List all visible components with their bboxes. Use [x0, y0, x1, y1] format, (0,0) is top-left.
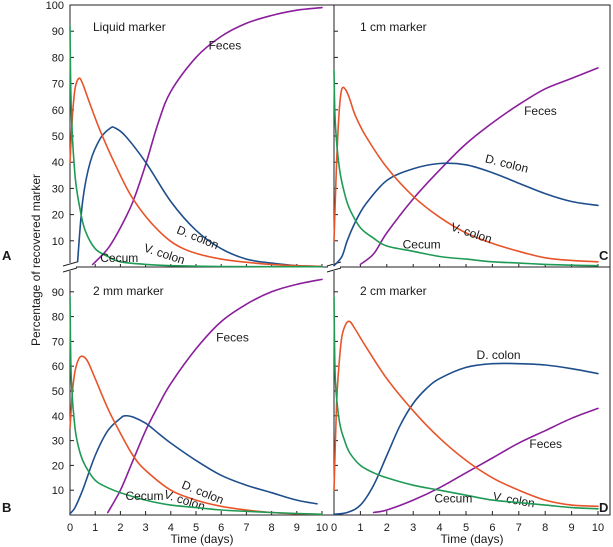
x-tick-label-d-7: 7 [516, 522, 522, 534]
y-tick-label-b-40: 40 [52, 411, 64, 423]
y-tick-label-b-30: 30 [52, 436, 64, 448]
series-line-c-cecum [333, 69, 599, 267]
y-tick-label-a-60: 60 [52, 105, 64, 117]
panel-title-2mm-marker: 2 mm marker [93, 284, 164, 298]
x-tick-label-d-9: 9 [569, 522, 575, 534]
x-tick-label-d-8: 8 [542, 522, 548, 534]
x-tick-label-d-6: 6 [489, 522, 495, 534]
series-label-d-cecum: Cecum [434, 492, 472, 506]
series-label-c-cecum: Cecum [403, 238, 441, 252]
y-tick-label-a-40: 40 [52, 157, 64, 169]
series-label-a-v-colon: V. colon [142, 241, 187, 267]
axis-break-left [62, 261, 78, 273]
series-line-c-v-colon [333, 86, 599, 263]
y-tick-label-b-60: 60 [52, 361, 64, 373]
series-label-a-feces: Feces [209, 39, 242, 53]
panel-letter-b: B [2, 500, 11, 515]
x-tick-label-d-10: 10 [592, 522, 604, 534]
series-line-b-feces [107, 278, 323, 514]
series-line-b-d-colon [69, 414, 318, 515]
axis-break-middle [326, 261, 342, 273]
x-tick-label-d-5: 5 [463, 522, 469, 534]
series-label-b-cecum: Cecum [125, 489, 163, 503]
y-tick-label-b-10: 10 [52, 485, 64, 497]
x-tick-label-d-0: 0 [331, 522, 337, 534]
series-line-b-v-colon [69, 355, 323, 516]
series-label-a-cecum: Cecum [100, 251, 138, 265]
y-tick-label-a-70: 70 [52, 79, 64, 91]
series-line-d-cecum [333, 296, 599, 510]
series-line-a-v-colon [69, 77, 323, 268]
panel-letter-d: D [599, 500, 608, 515]
panel-title-1cm-marker: 1 cm marker [360, 20, 427, 34]
x-tick-label-b-6: 6 [218, 522, 224, 534]
panel-letter-a: A [2, 248, 12, 263]
x-tick-label-b-2: 2 [117, 522, 123, 534]
y-tick-label-b-70: 70 [52, 336, 64, 348]
series-line-c-d-colon [333, 162, 599, 267]
x-tick-label-b-0: 0 [67, 522, 73, 534]
series-label-d-d-colon: D. colon [477, 348, 521, 362]
series-label-d-v-colon: V. colon [492, 489, 536, 510]
x-tick-label-d-3: 3 [410, 522, 416, 534]
series-line-c-feces [359, 67, 599, 266]
y-tick-label-a-80: 80 [52, 52, 64, 64]
series-line-d-d-colon [333, 362, 599, 516]
x-tick-label-b-10: 10 [316, 522, 328, 534]
outer-frame [69, 4, 611, 516]
x-tick-label-d-4: 4 [437, 522, 443, 534]
series-line-d-v-colon [333, 320, 599, 508]
y-tick-label-a-90: 90 [52, 26, 64, 38]
x-axis-title-left: Time (days) [171, 532, 234, 546]
panel-letter-c: C [599, 248, 609, 263]
panel-title-liquid-marker: Liquid marker [93, 20, 166, 34]
x-tick-label-d-2: 2 [384, 522, 390, 534]
y-tick-label-b-80: 80 [52, 312, 64, 324]
x-tick-label-b-7: 7 [243, 522, 249, 534]
y-tick-label-a-100: 100 [46, 0, 64, 12]
x-tick-label-b-5: 5 [193, 522, 199, 534]
series-line-b-cecum [69, 296, 323, 516]
x-tick-label-d-1: 1 [357, 522, 363, 534]
y-tick-label-a-20: 20 [52, 210, 64, 222]
y-tick-label-b-90: 90 [52, 287, 64, 299]
x-tick-label-b-9: 9 [294, 522, 300, 534]
x-tick-label-b-3: 3 [143, 522, 149, 534]
x-axis-title-right: Time (days) [441, 532, 504, 546]
series-line-d-feces [372, 407, 599, 514]
series-line-a-cecum [69, 25, 323, 268]
y-tick-label-a-10: 10 [52, 236, 64, 248]
series-label-c-v-colon: V. colon [449, 220, 494, 246]
series-line-a-feces [91, 6, 323, 266]
y-tick-label-a-30: 30 [52, 183, 64, 195]
panel-title-2cm-marker: 2 cm marker [360, 284, 427, 298]
series-label-b-feces: Feces [216, 330, 249, 344]
y-axis-title: Percentage of recovered marker [29, 174, 43, 346]
series-label-c-feces: Feces [524, 104, 557, 118]
x-tick-label-b-8: 8 [269, 522, 275, 534]
series-label-d-feces: Feces [529, 437, 562, 451]
y-tick-label-a-50: 50 [52, 131, 64, 143]
x-tick-label-b-4: 4 [168, 522, 174, 534]
y-tick-label-b-20: 20 [52, 460, 64, 472]
x-tick-label-b-1: 1 [92, 522, 98, 534]
series-line-a-d-colon [76, 126, 323, 268]
y-tick-label-b-50: 50 [52, 386, 64, 398]
